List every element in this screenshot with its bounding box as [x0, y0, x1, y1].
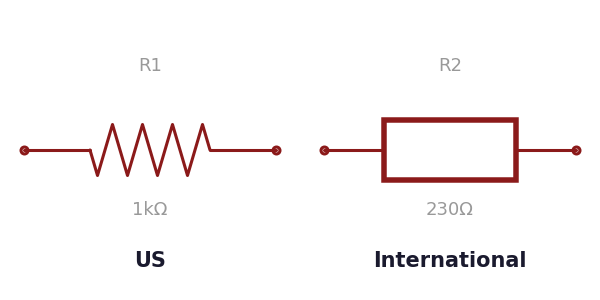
Text: International: International	[373, 251, 527, 271]
Text: 1kΩ: 1kΩ	[133, 201, 167, 219]
Bar	[384, 120, 516, 180]
Text: 230Ω: 230Ω	[426, 201, 474, 219]
Text: R1: R1	[138, 57, 162, 75]
Text: US: US	[134, 251, 166, 271]
Text: R2: R2	[438, 57, 462, 75]
